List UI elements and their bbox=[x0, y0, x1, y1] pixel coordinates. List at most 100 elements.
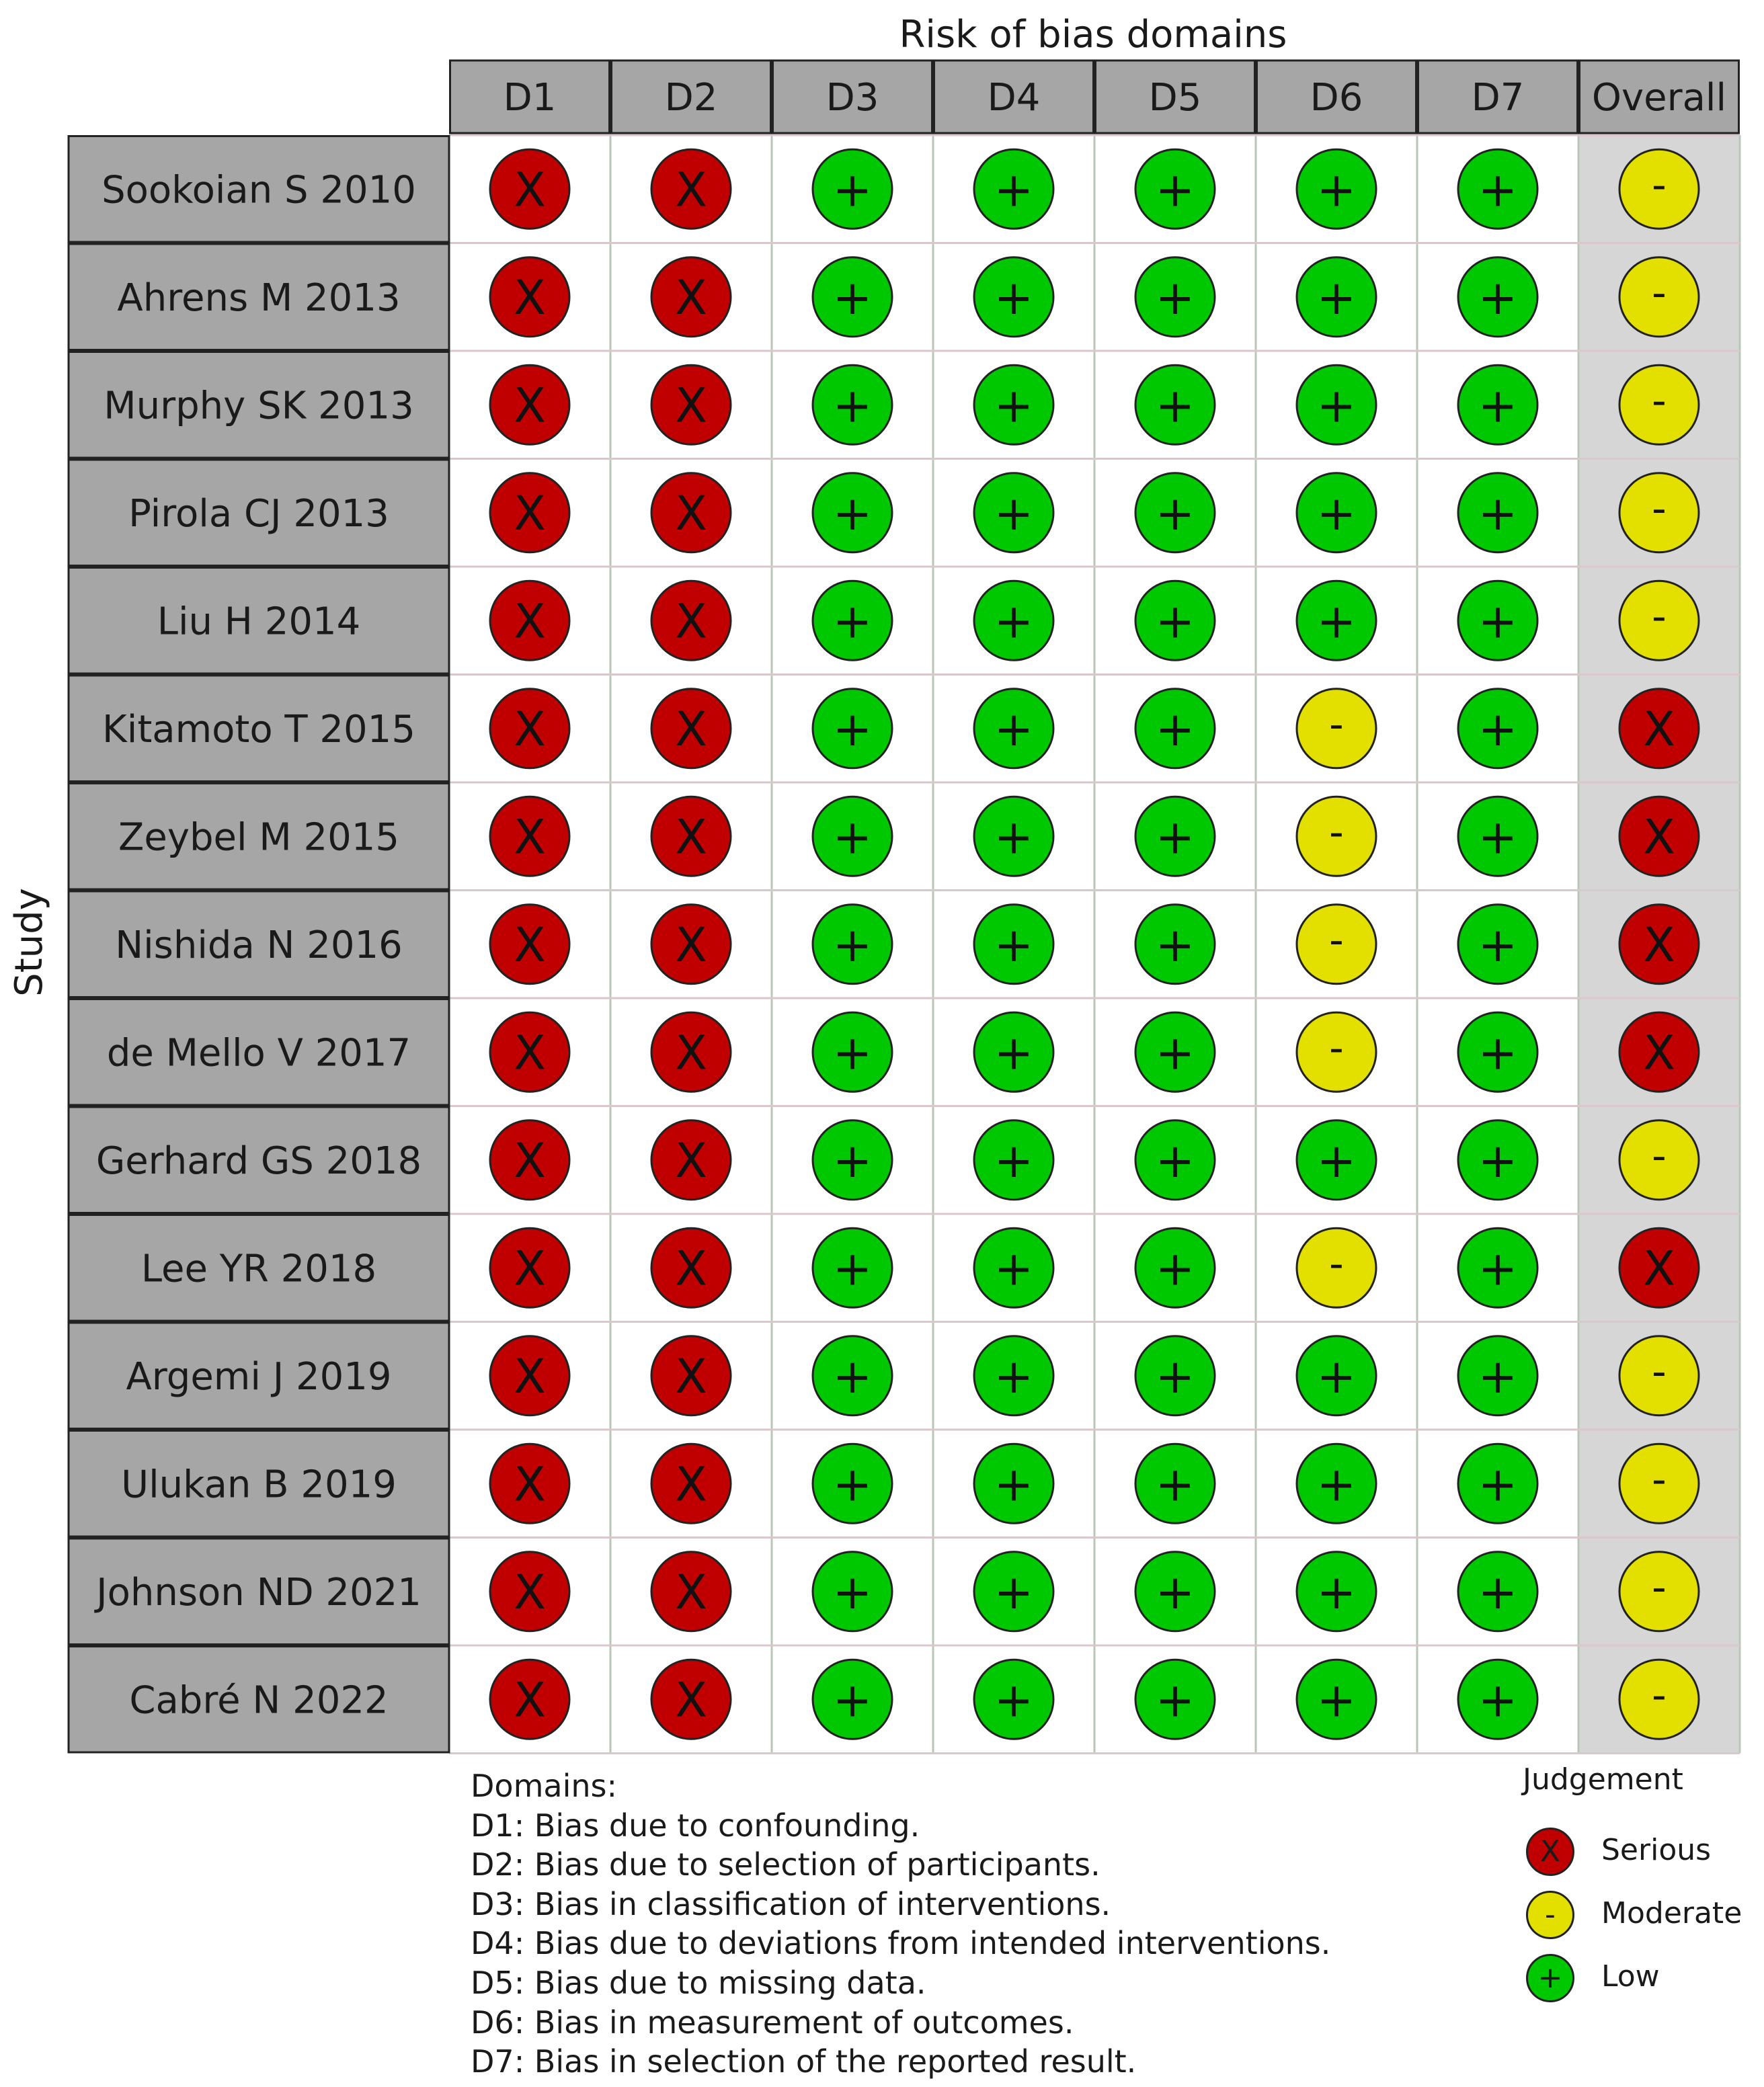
judgement-moderate-icon bbox=[1618, 1658, 1700, 1740]
judgement-low-icon bbox=[1457, 1011, 1539, 1093]
judgement-symbol: + bbox=[994, 1672, 1034, 1727]
judgement-serious-icon bbox=[650, 1551, 732, 1633]
study-label-cell bbox=[67, 351, 450, 459]
judgement-symbol: - bbox=[1329, 1024, 1344, 1071]
judgement-symbol: + bbox=[1478, 378, 1518, 433]
judgement-low-icon bbox=[1457, 903, 1539, 985]
judgement-symbol: + bbox=[994, 1349, 1034, 1404]
judgement-low-icon bbox=[1457, 1335, 1539, 1417]
judgement-moderate-icon bbox=[1618, 1335, 1700, 1417]
judgement-low-icon bbox=[811, 256, 893, 338]
judgement-moderate-icon bbox=[1295, 1227, 1377, 1309]
judgement-moderate-icon bbox=[1618, 1551, 1700, 1633]
judgement-moderate-icon bbox=[1295, 1011, 1377, 1093]
judgement-low-icon bbox=[811, 1658, 893, 1740]
judgement-symbol: + bbox=[1317, 378, 1357, 433]
legend-label: Moderate bbox=[1601, 1896, 1742, 1930]
judgement-moderate-icon bbox=[1618, 1119, 1700, 1201]
judgement-serious-icon bbox=[489, 1119, 571, 1201]
judgement-symbol: X bbox=[1643, 809, 1675, 864]
judgement-serious-icon bbox=[650, 364, 732, 446]
judgement-symbol: - bbox=[1652, 485, 1667, 532]
legend-label: Low bbox=[1601, 1959, 1660, 1994]
legend-item-serious: X Serious bbox=[1479, 1826, 1761, 1880]
judgement-moderate-icon bbox=[1618, 579, 1700, 661]
legend-item-low: + Low bbox=[1479, 1953, 1761, 2006]
judgement-low-icon bbox=[973, 903, 1055, 985]
judgement-low-icon bbox=[1134, 364, 1216, 446]
judgement-symbol: X bbox=[514, 1133, 546, 1188]
judgement-symbol: + bbox=[1478, 702, 1518, 757]
judgement-symbol: + bbox=[994, 378, 1034, 433]
judgement-symbol: - bbox=[1652, 270, 1667, 317]
judgement-serious-icon bbox=[650, 1658, 732, 1740]
judgement-low-icon bbox=[1134, 256, 1216, 338]
column-header-label: Overall bbox=[1592, 76, 1726, 120]
judgement-symbol: X bbox=[675, 1133, 707, 1188]
judgement-symbol: X bbox=[675, 809, 707, 864]
judgement-symbol: + bbox=[1478, 486, 1518, 541]
judgement-symbol: + bbox=[994, 486, 1034, 541]
study-label: Liu H 2014 bbox=[157, 600, 360, 643]
judgement-symbol: + bbox=[994, 1133, 1034, 1188]
judgement-serious-icon bbox=[489, 1227, 571, 1309]
judgement-serious-icon bbox=[489, 148, 571, 230]
judgement-low-icon bbox=[1457, 688, 1539, 770]
judgement-symbol: - bbox=[1652, 1133, 1667, 1180]
judgement-symbol: + bbox=[1156, 378, 1195, 433]
judgement-symbol: + bbox=[833, 270, 873, 325]
judgement-low-icon bbox=[973, 364, 1055, 446]
judgement-symbol: X bbox=[675, 486, 707, 541]
judgement-low-icon bbox=[1295, 579, 1377, 661]
judgement-serious-icon bbox=[489, 579, 571, 661]
judgement-low-icon bbox=[973, 1011, 1055, 1093]
study-label: Nishida N 2016 bbox=[115, 924, 403, 967]
judgement-symbol: X bbox=[675, 1241, 707, 1296]
judgement-low-icon bbox=[1457, 1227, 1539, 1309]
judgement-low-icon bbox=[1134, 1442, 1216, 1524]
judgement-low-icon bbox=[973, 579, 1055, 661]
judgement-serious-icon bbox=[650, 795, 732, 877]
judgement-symbol: X bbox=[675, 594, 707, 649]
judgement-serious-icon bbox=[650, 1011, 732, 1093]
judgement-low-icon bbox=[1457, 1119, 1539, 1201]
column-header-label: D1 bbox=[504, 76, 557, 120]
judgement-symbol: X bbox=[514, 594, 546, 649]
judgement-low-icon bbox=[1295, 256, 1377, 338]
judgement-low-icon bbox=[811, 1011, 893, 1093]
judgement-symbol: - bbox=[1652, 1564, 1667, 1611]
judgement-symbol: X bbox=[1643, 917, 1675, 973]
judgement-symbol: + bbox=[833, 702, 873, 757]
study-label: Lee YR 2018 bbox=[141, 1247, 376, 1291]
judgement-symbol: + bbox=[994, 1241, 1034, 1296]
judgement-symbol: + bbox=[1156, 486, 1195, 541]
column-header-label: D7 bbox=[1472, 76, 1525, 120]
judgement-symbol: + bbox=[1478, 1133, 1518, 1188]
judgement-low-icon bbox=[1295, 148, 1377, 230]
judgement-symbol: + bbox=[1156, 1565, 1195, 1620]
judgement-low-icon bbox=[1457, 1442, 1539, 1524]
study-label: Cabré N 2022 bbox=[129, 1678, 388, 1722]
judgement-moderate-icon bbox=[1618, 364, 1700, 446]
judgement-serious-icon bbox=[489, 1658, 571, 1740]
judgement-symbol: X bbox=[675, 1672, 707, 1727]
column-header-label: D5 bbox=[1149, 76, 1202, 120]
judgement-low-icon bbox=[1134, 579, 1216, 661]
judgement-low-icon bbox=[973, 1335, 1055, 1417]
judgement-symbol: X bbox=[514, 378, 546, 433]
judgement-symbol: + bbox=[994, 917, 1034, 973]
judgement-symbol: X bbox=[514, 702, 546, 757]
judgement-symbol: + bbox=[994, 1565, 1034, 1620]
judgement-serious-icon bbox=[650, 1442, 732, 1524]
judgement-symbol: - bbox=[1652, 1672, 1667, 1719]
domain-description: D2: Bias due to selection of participant… bbox=[471, 1846, 1100, 1883]
judgement-low-icon bbox=[1134, 903, 1216, 985]
study-label: Kitamoto T 2015 bbox=[102, 708, 415, 751]
judgement-symbol: X bbox=[675, 270, 707, 325]
judgement-low-icon bbox=[973, 256, 1055, 338]
judgement-symbol: + bbox=[1478, 1672, 1518, 1727]
judgement-low-icon bbox=[811, 472, 893, 554]
domains-heading: Domains: bbox=[471, 1768, 617, 1804]
judgement-symbol: X bbox=[514, 270, 546, 325]
